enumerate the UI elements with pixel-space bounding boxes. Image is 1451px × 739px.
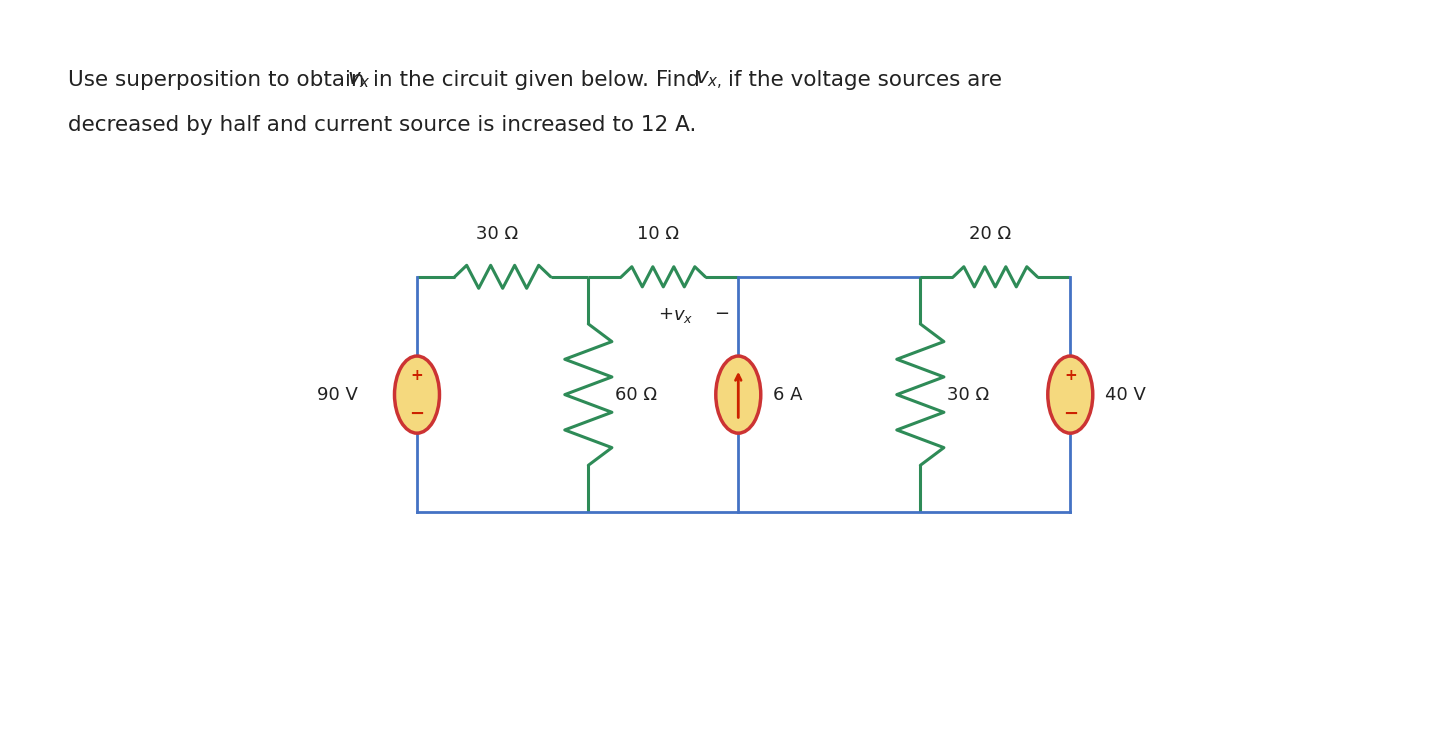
Text: −: −: [1062, 405, 1078, 423]
Text: if the voltage sources are: if the voltage sources are: [728, 70, 1003, 90]
Text: $v_x$: $v_x$: [347, 70, 370, 90]
Text: +: +: [1064, 368, 1077, 383]
Text: 10 Ω: 10 Ω: [637, 225, 679, 242]
Text: 30 Ω: 30 Ω: [476, 225, 518, 242]
Ellipse shape: [395, 356, 440, 433]
Text: 30 Ω: 30 Ω: [948, 386, 990, 403]
Text: 20 Ω: 20 Ω: [969, 225, 1011, 242]
Text: +: +: [411, 368, 424, 383]
Text: +: +: [657, 305, 673, 323]
Ellipse shape: [715, 356, 760, 433]
Text: decreased by half and current source is increased to 12 A.: decreased by half and current source is …: [68, 115, 696, 134]
Ellipse shape: [1048, 356, 1093, 433]
Text: 60 Ω: 60 Ω: [615, 386, 657, 403]
Text: $v_x$: $v_x$: [673, 307, 694, 325]
Text: $v_{x,}$: $v_{x,}$: [695, 70, 723, 92]
Text: −: −: [409, 405, 425, 423]
Text: 6 A: 6 A: [772, 386, 802, 403]
Text: 90 V: 90 V: [318, 386, 358, 403]
Text: Use superposition to obtain: Use superposition to obtain: [68, 70, 364, 90]
Text: −: −: [714, 305, 728, 323]
Text: 40 V: 40 V: [1104, 386, 1145, 403]
Text: in the circuit given below. Find: in the circuit given below. Find: [373, 70, 699, 90]
